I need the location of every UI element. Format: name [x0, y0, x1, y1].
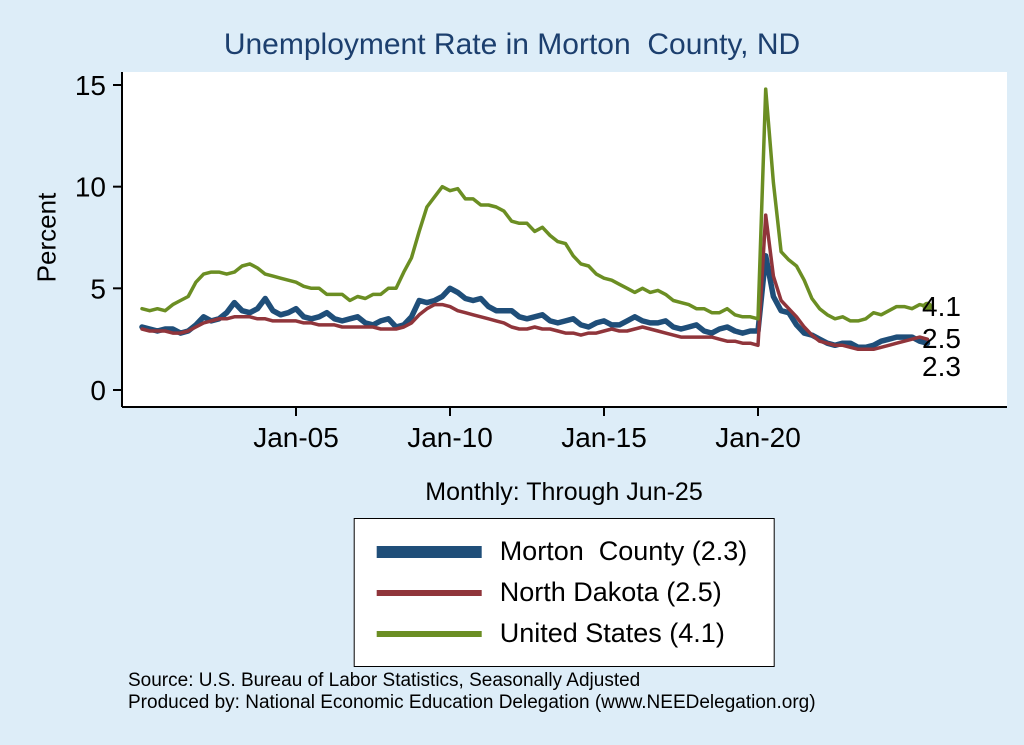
legend-label: Morton County (2.3) [499, 536, 748, 566]
series-line-morton-county [139, 253, 931, 351]
legend-label: United States (4.1) [499, 618, 725, 648]
end-label: 4.1 [922, 290, 961, 322]
plot-background [122, 72, 1007, 407]
series-line-united-states [140, 87, 930, 323]
end-label: 2.5 [922, 323, 961, 355]
legend-item: United States (4.1) [376, 613, 748, 654]
legend-label: North Dakota (2.5) [499, 577, 722, 607]
chart-title: Unemployment Rate in Morton County, ND [223, 28, 801, 61]
y-tick-label: 0 [90, 375, 106, 406]
chart-subtitle: Monthly: Through Jun-25 [425, 478, 703, 506]
series-end-marker-united-states [922, 301, 933, 312]
legend-swatch [376, 545, 482, 558]
y-tick-label: 15 [75, 70, 106, 101]
end-label: 2.3 [922, 351, 961, 383]
legend-swatch [376, 630, 482, 637]
x-tick-label: Jan-20 [715, 422, 801, 453]
x-tick-label: Jan-05 [253, 422, 339, 453]
producer-note: Produced by: National Economic Education… [128, 692, 816, 713]
series-line-north-dakota [140, 213, 930, 352]
legend-item: North Dakota (2.5) [376, 572, 748, 613]
source-note: Source: U.S. Bureau of Labor Statistics,… [128, 670, 641, 691]
x-tick-label: Jan-15 [561, 422, 647, 453]
y-tick-label: 5 [90, 273, 106, 304]
notes: Source: U.S. Bureau of Labor Statistics,… [128, 670, 816, 714]
legend: Morton County (2.3) North Dakota (2.5) U… [353, 518, 775, 667]
legend-item: Morton County (2.3) [376, 531, 748, 572]
y-tick-label: 10 [75, 172, 106, 203]
legend-swatch [376, 589, 482, 596]
x-tick-label: Jan-10 [407, 422, 493, 453]
